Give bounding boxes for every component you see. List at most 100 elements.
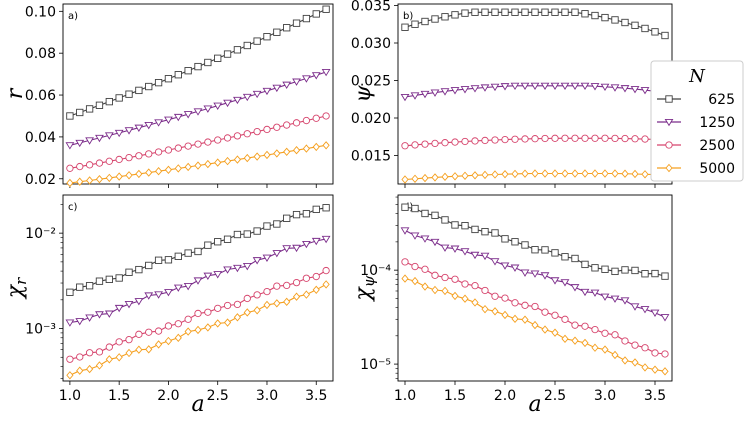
data-point — [154, 327, 163, 335]
data-point — [540, 82, 550, 91]
data-point — [204, 323, 212, 332]
data-point — [590, 289, 600, 297]
legend-box — [650, 60, 744, 182]
data-point — [610, 84, 620, 92]
y-tick-label: 0.030 — [351, 36, 391, 52]
data-point — [282, 81, 292, 89]
data-point — [312, 272, 320, 281]
data-point — [253, 127, 261, 136]
series-2500 — [401, 258, 669, 358]
y-axis-label: χr — [3, 277, 30, 300]
data-point — [521, 241, 529, 249]
data-point — [164, 336, 173, 346]
data-point — [491, 307, 499, 316]
data-point — [521, 315, 529, 324]
data-point — [243, 153, 251, 163]
y-axis-label: ψ — [351, 85, 376, 103]
legend-entry-625: 625 — [657, 92, 735, 108]
data-point — [76, 177, 84, 186]
data-point — [322, 204, 330, 212]
data-point — [440, 244, 450, 252]
data-point — [591, 325, 599, 334]
x-axis-label: a — [191, 392, 204, 417]
data-point — [561, 8, 569, 16]
data-point — [510, 82, 520, 91]
data-point — [501, 294, 509, 302]
data-point — [135, 169, 143, 179]
data-point — [550, 82, 560, 91]
data-point — [311, 72, 321, 80]
y-tick-label: 0.02 — [25, 172, 56, 188]
data-point — [184, 327, 192, 336]
data-point — [135, 152, 143, 160]
data-point — [511, 314, 519, 324]
data-point — [461, 137, 469, 146]
data-point — [521, 169, 529, 178]
y-tick-label: 0.020 — [351, 111, 391, 127]
data-point — [75, 139, 85, 148]
data-point — [501, 310, 509, 320]
y-tick-label: 0.035 — [351, 0, 391, 15]
data-point — [124, 301, 134, 309]
data-point — [214, 304, 222, 313]
data-point — [511, 238, 519, 246]
data-point — [194, 309, 202, 318]
data-point — [641, 135, 649, 143]
data-point — [214, 319, 222, 328]
series-5000 — [66, 141, 330, 188]
y-tick-label: 0.025 — [351, 74, 391, 90]
data-point — [621, 169, 629, 178]
data-point — [470, 85, 480, 93]
data-point — [114, 304, 124, 313]
data-point — [640, 306, 650, 314]
data-point — [104, 132, 114, 140]
data-point — [154, 340, 163, 349]
data-point — [481, 8, 489, 16]
data-point — [105, 97, 113, 106]
data-point — [233, 132, 242, 140]
data-point — [85, 137, 95, 145]
data-point — [214, 136, 222, 144]
data-point — [204, 241, 212, 249]
data-point — [451, 138, 459, 146]
data-point — [661, 350, 669, 358]
legend-label: 2500 — [699, 138, 735, 154]
data-point — [145, 82, 153, 91]
data-point — [66, 355, 74, 363]
data-point — [500, 262, 510, 270]
data-point — [223, 156, 232, 166]
data-point — [312, 205, 320, 214]
data-point — [511, 135, 519, 143]
data-point — [651, 365, 659, 374]
data-point — [302, 274, 311, 282]
data-point — [95, 311, 104, 319]
data-point — [292, 78, 301, 86]
data-point — [481, 170, 489, 180]
data-point — [400, 227, 410, 235]
data-point — [164, 75, 173, 83]
data-point — [223, 301, 232, 310]
data-point — [411, 204, 419, 213]
data-point — [481, 136, 489, 145]
x-tick-label: 3.5 — [644, 388, 666, 404]
x-tick-label: 3.0 — [594, 388, 616, 404]
data-point — [611, 134, 619, 143]
series-2500 — [401, 134, 669, 150]
data-point — [611, 169, 619, 178]
data-point — [65, 319, 75, 327]
data-point — [640, 87, 650, 95]
data-point — [630, 86, 640, 94]
legend-entry-2500: 2500 — [657, 138, 735, 154]
data-point — [125, 336, 133, 344]
data-point — [164, 116, 173, 124]
data-point — [401, 142, 409, 150]
data-point — [551, 311, 559, 319]
data-point — [450, 87, 460, 95]
data-point — [115, 94, 123, 102]
data-point — [561, 169, 569, 178]
plot-frame — [62, 3, 334, 185]
data-point — [302, 210, 311, 218]
data-point — [204, 308, 212, 316]
data-point — [571, 8, 579, 16]
